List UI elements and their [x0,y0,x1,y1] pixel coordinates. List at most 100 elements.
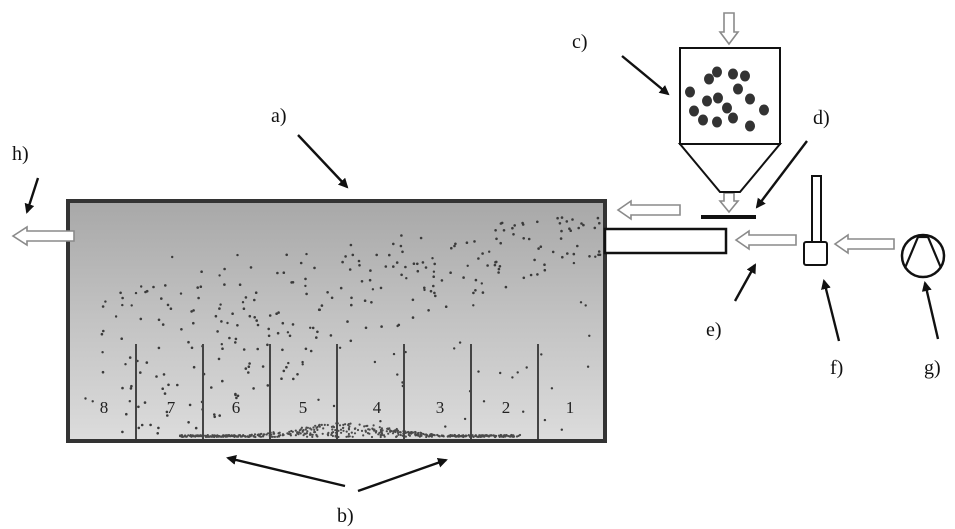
sediment-particle [305,432,308,435]
particle [213,413,216,416]
compartment-number: 6 [232,398,241,417]
hopper-particle [745,120,755,132]
sediment-particle [330,433,333,436]
label-h: h) [12,143,29,165]
sediment-particle [351,435,354,438]
particle [223,267,226,271]
sediment-particle [232,434,235,437]
particle [433,262,437,266]
leader-arrows [24,55,940,493]
particle [276,271,279,275]
particle [449,271,452,275]
particle [139,371,142,374]
label-c: c) [572,31,588,53]
leader-arrow-a [297,134,349,189]
particle [220,320,223,323]
sediment-particle [288,430,291,433]
sediment-particle [258,435,261,438]
sediment-particle [368,428,371,431]
particle [247,371,250,374]
particle [358,264,361,267]
sediment-particle [442,435,445,438]
particle [104,300,107,303]
particle [579,301,583,304]
particle [128,400,131,403]
particle [388,253,391,257]
particle [315,336,318,339]
particle [350,296,353,300]
particle [121,296,124,300]
particle [596,216,600,220]
sediment-particle [380,431,383,434]
sediment-particle [414,433,417,436]
particle [351,253,355,257]
particle [249,266,253,269]
sediment-particle [184,434,187,437]
particle [121,386,124,390]
particle [165,410,169,414]
sediment-particle [460,435,463,438]
leader-arrow-f [821,279,841,342]
sediment-particle [424,433,427,436]
particle [432,284,435,288]
particle [291,323,295,326]
particle [497,267,501,271]
sediment-particle [263,433,266,436]
sediment-particle [432,433,435,437]
particle [166,414,169,417]
particle [384,265,388,268]
compartment-number: 1 [566,398,575,417]
hopper-particle [759,104,769,116]
sediment-particle [404,435,407,438]
particle [192,321,195,325]
particle [543,418,547,422]
particle [522,410,525,413]
particle [513,224,516,227]
settling-tank: 8 7 6 5 4 3 2 1 [66,199,607,443]
particle [155,375,158,378]
particle [143,401,147,404]
leader-arrow-g [921,281,940,340]
particle [495,260,498,264]
particle [502,229,506,232]
particle [281,321,285,325]
particle [330,296,334,300]
particle [221,379,224,383]
particle [124,363,127,366]
sediment-particle [407,433,410,436]
sediment-particle [378,431,381,434]
particle [210,386,213,389]
particle [395,261,399,264]
sediment-particle [179,434,182,438]
particle [556,216,559,220]
sediment-particle [296,431,299,434]
particle [101,305,105,308]
particle [364,326,368,330]
particle [157,318,161,322]
sediment-particle [200,434,203,437]
particle [129,387,133,390]
particle [434,294,437,298]
hopper-particle [722,102,732,114]
sediment-particle [306,435,309,438]
particle [344,255,347,258]
particle [494,229,497,232]
particle [326,291,329,294]
sediment-particle [365,424,368,428]
sediment-particle [211,435,214,438]
particle [292,377,295,381]
sediment-particle [301,430,304,433]
particle [473,240,476,243]
sediment-particle [366,432,370,435]
sediment-particle [302,429,305,432]
particle [114,315,118,318]
particle [305,252,308,256]
particle [499,371,502,375]
sediment-particle [391,432,395,435]
particle [474,289,477,292]
particle [521,221,524,225]
particle [320,304,324,307]
particle [179,292,183,295]
particle [313,266,316,270]
compartment-dividers [135,344,539,439]
